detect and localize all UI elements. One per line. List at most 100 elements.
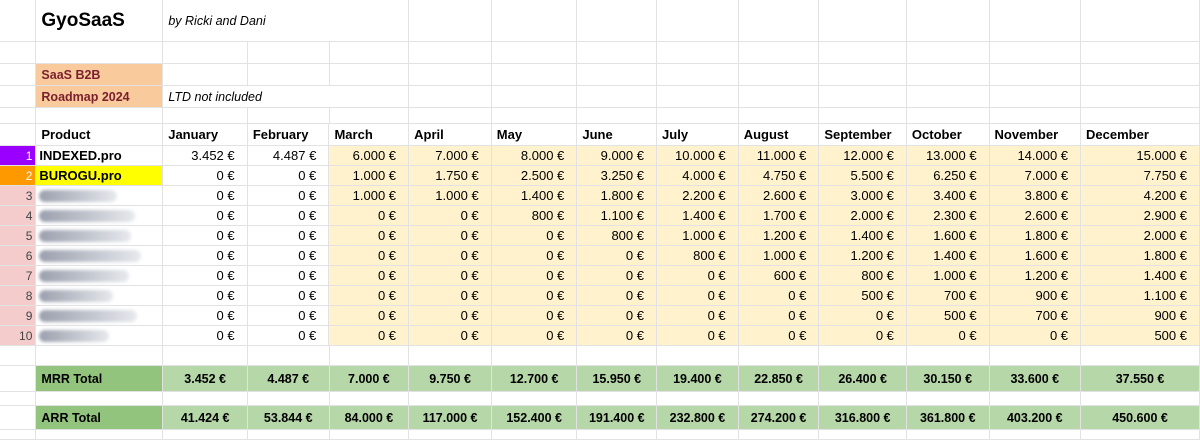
value-cell[interactable]: 2.600 € — [738, 186, 820, 206]
column-header-month[interactable]: August — [738, 124, 820, 146]
cell[interactable] — [738, 392, 820, 406]
cell[interactable] — [491, 108, 578, 124]
cell[interactable] — [819, 0, 907, 42]
arr-total-cell[interactable]: 403.200 € — [989, 406, 1082, 430]
cell[interactable] — [409, 392, 492, 406]
value-cell[interactable]: 11.000 € — [738, 146, 820, 166]
cell[interactable] — [906, 346, 990, 366]
value-cell[interactable]: 2.300 € — [906, 206, 990, 226]
cell[interactable] — [0, 366, 37, 392]
arr-total-cell[interactable]: 152.400 € — [491, 406, 578, 430]
value-cell[interactable]: 1.000 € — [906, 266, 990, 286]
product-name[interactable]: BUROGU.pro — [36, 166, 163, 186]
value-cell[interactable]: 1.400 € — [1081, 266, 1200, 286]
value-cell[interactable]: 800 € — [491, 206, 578, 226]
cell[interactable] — [163, 430, 248, 440]
cell[interactable] — [577, 430, 658, 440]
arr-total-cell[interactable]: 191.400 € — [577, 406, 658, 430]
value-cell[interactable]: 0 € — [491, 266, 578, 286]
product-name[interactable] — [36, 186, 163, 206]
value-cell[interactable]: 0 € — [163, 226, 248, 246]
cell[interactable] — [1081, 86, 1200, 108]
cell[interactable] — [491, 346, 578, 366]
value-cell[interactable]: 1.400 € — [656, 206, 739, 226]
value-cell[interactable]: 1.400 € — [819, 226, 907, 246]
cell[interactable] — [738, 86, 820, 108]
cell[interactable] — [329, 346, 410, 366]
cell[interactable] — [819, 392, 907, 406]
cell[interactable] — [906, 42, 990, 64]
cell[interactable] — [329, 108, 410, 124]
cell[interactable] — [329, 42, 410, 64]
column-header-month[interactable]: March — [329, 124, 410, 146]
cell[interactable] — [491, 430, 578, 440]
cell[interactable] — [1081, 0, 1200, 42]
mrr-total-cell[interactable]: 7.000 € — [329, 366, 410, 392]
value-cell[interactable]: 0 € — [247, 226, 330, 246]
cell[interactable] — [409, 86, 492, 108]
value-cell[interactable]: 0 € — [247, 186, 330, 206]
cell[interactable] — [657, 86, 739, 108]
value-cell[interactable]: 1.200 € — [819, 246, 907, 266]
value-cell[interactable]: 0 € — [409, 246, 492, 266]
cell[interactable] — [989, 392, 1081, 406]
value-cell[interactable]: 1.400 € — [491, 186, 578, 206]
value-cell[interactable]: 2.000 € — [1081, 226, 1200, 246]
cell[interactable] — [989, 108, 1081, 124]
value-cell[interactable]: 13.000 € — [906, 146, 990, 166]
column-header-month[interactable]: February — [247, 124, 330, 146]
column-header-month[interactable]: October — [906, 124, 990, 146]
mrr-total-cell[interactable]: 22.850 € — [738, 366, 820, 392]
value-cell[interactable]: 0 € — [656, 286, 739, 306]
mrr-total-cell[interactable]: 19.400 € — [657, 366, 739, 392]
cell[interactable] — [657, 392, 739, 406]
value-cell[interactable]: 0 € — [738, 326, 820, 346]
cell[interactable] — [738, 430, 820, 440]
arr-total-cell[interactable]: 450.600 € — [1081, 406, 1200, 430]
value-cell[interactable]: 12.000 € — [819, 146, 907, 166]
arr-total-cell[interactable]: 117.000 € — [409, 406, 492, 430]
cell[interactable] — [36, 108, 164, 124]
value-cell[interactable]: 1.800 € — [577, 186, 657, 206]
value-cell[interactable]: 0 € — [247, 326, 330, 346]
value-cell[interactable]: 0 € — [329, 266, 410, 286]
value-cell[interactable]: 0 € — [738, 306, 820, 326]
value-cell[interactable]: 0 € — [409, 226, 492, 246]
value-cell[interactable]: 0 € — [247, 206, 330, 226]
row-number[interactable]: 1 — [0, 146, 37, 166]
value-cell[interactable]: 1.000 € — [329, 186, 410, 206]
product-name[interactable] — [36, 206, 163, 226]
cell[interactable] — [409, 64, 492, 86]
cell[interactable] — [989, 346, 1081, 366]
value-cell[interactable]: 500 € — [819, 286, 907, 306]
value-cell[interactable]: 1.000 € — [329, 166, 410, 186]
product-name[interactable] — [36, 306, 163, 326]
cell[interactable] — [738, 346, 820, 366]
cell[interactable] — [163, 42, 248, 64]
cell[interactable] — [577, 64, 658, 86]
value-cell[interactable]: 0 € — [163, 166, 248, 186]
cell[interactable] — [906, 0, 990, 42]
cell[interactable] — [906, 64, 990, 86]
cell[interactable] — [0, 124, 37, 146]
value-cell[interactable]: 2.500 € — [491, 166, 578, 186]
arr-total-cell[interactable]: 361.800 € — [906, 406, 990, 430]
value-cell[interactable]: 0 € — [409, 286, 492, 306]
value-cell[interactable]: 0 € — [163, 206, 248, 226]
cell[interactable] — [989, 430, 1081, 440]
cell[interactable] — [491, 64, 578, 86]
cell[interactable] — [657, 0, 739, 42]
column-header-month[interactable]: November — [989, 124, 1082, 146]
cell[interactable] — [819, 346, 907, 366]
cell[interactable] — [329, 86, 410, 108]
cell[interactable] — [819, 64, 907, 86]
cell[interactable] — [0, 42, 37, 64]
value-cell[interactable]: 0 € — [906, 326, 990, 346]
value-cell[interactable]: 7.000 € — [989, 166, 1082, 186]
cell[interactable] — [409, 108, 492, 124]
value-cell[interactable]: 0 € — [409, 266, 492, 286]
value-cell[interactable]: 0 € — [577, 306, 657, 326]
value-cell[interactable]: 0 € — [491, 226, 578, 246]
value-cell[interactable]: 0 € — [491, 326, 578, 346]
value-cell[interactable]: 0 € — [247, 286, 330, 306]
